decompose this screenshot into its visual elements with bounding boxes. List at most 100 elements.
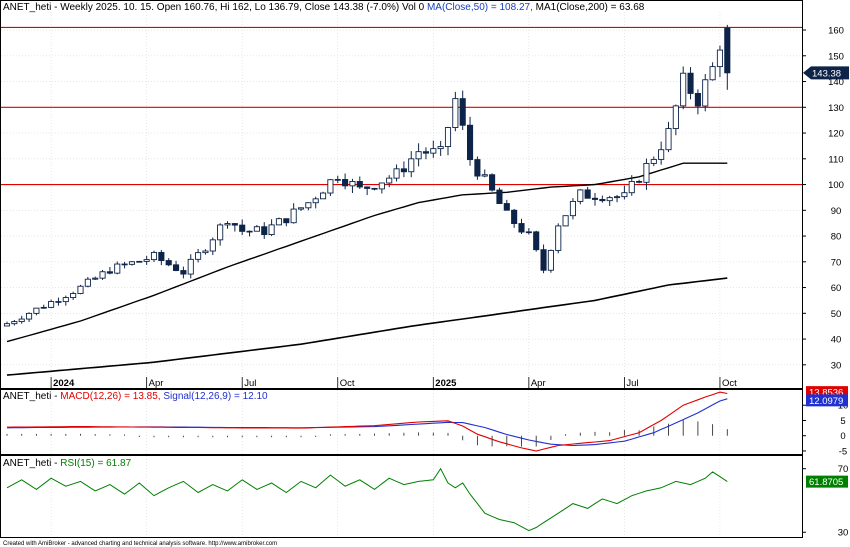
candle	[128, 260, 136, 266]
candle	[114, 261, 121, 275]
candle-body	[84, 278, 91, 287]
candle	[555, 223, 562, 254]
candle	[253, 225, 260, 232]
candle	[3, 321, 11, 327]
candle-body	[48, 301, 55, 308]
candle-body	[694, 92, 701, 107]
candle-body	[540, 249, 547, 271]
candle	[533, 230, 540, 252]
candle-body	[18, 318, 25, 323]
candle-body	[569, 200, 576, 217]
candle-body	[114, 263, 121, 274]
candle-body	[202, 250, 209, 254]
candle-body	[128, 261, 136, 265]
time-label: Oct	[340, 378, 355, 389]
candle-body	[172, 264, 180, 271]
candle-body	[165, 260, 172, 266]
candle-body	[415, 151, 422, 160]
candle-body	[687, 72, 694, 94]
rsi-indicator	[6, 467, 728, 532]
candle	[636, 179, 643, 184]
candle	[356, 176, 363, 190]
candle	[525, 228, 532, 235]
candle	[378, 182, 385, 194]
candle-body	[143, 259, 150, 262]
candle-body	[650, 158, 657, 164]
candle	[628, 175, 635, 196]
signal-tag-label: 12.0979	[809, 396, 843, 407]
candle	[408, 151, 415, 178]
candle	[84, 277, 91, 288]
candle	[672, 104, 679, 136]
candle-body	[459, 98, 466, 126]
candle	[364, 186, 371, 196]
candle	[136, 260, 143, 263]
candle	[643, 158, 650, 190]
candle	[180, 266, 187, 279]
price-tick-label: 140	[828, 77, 844, 88]
candle	[599, 195, 606, 203]
candle-body	[121, 263, 128, 266]
candle-body	[187, 258, 194, 275]
candle	[562, 215, 569, 227]
candle-body	[393, 168, 400, 179]
candle-body	[283, 218, 290, 224]
candle	[165, 258, 172, 267]
candle	[172, 260, 180, 272]
candle-body	[430, 148, 437, 154]
candle-body	[518, 223, 525, 233]
time-label: Apr	[531, 378, 546, 389]
candle-body	[209, 239, 216, 252]
price-tick-label: 80	[831, 232, 842, 243]
time-label: Apr	[149, 378, 164, 389]
candle-body	[268, 224, 275, 236]
candle	[371, 187, 378, 191]
price-tick-label: 110	[828, 154, 843, 165]
candle-body	[327, 179, 334, 194]
macd-line	[6, 391, 728, 452]
candle-body	[62, 297, 69, 303]
candle	[18, 315, 25, 324]
candle	[320, 191, 327, 200]
ma200-line	[6, 277, 728, 376]
candle	[349, 178, 356, 194]
candle-body	[334, 179, 341, 181]
candle-body	[364, 186, 371, 189]
ma50-line	[6, 162, 728, 343]
candle	[709, 62, 716, 81]
time-label: 2025	[435, 378, 457, 389]
candle-body	[599, 199, 606, 202]
candle-body	[503, 203, 510, 211]
candle	[231, 222, 238, 232]
candle	[614, 194, 621, 203]
candle	[121, 261, 128, 269]
macd-panel-frame	[0, 389, 803, 455]
candle	[268, 219, 275, 236]
candle-body	[55, 301, 62, 303]
candle-body	[474, 159, 481, 177]
candle-body	[636, 180, 643, 183]
candle	[584, 186, 591, 199]
candle	[99, 269, 106, 280]
candle	[150, 250, 158, 263]
candle-body	[253, 226, 260, 232]
candle	[26, 312, 33, 322]
candle-body	[11, 321, 18, 325]
candle-body	[444, 127, 452, 148]
candle-body	[320, 192, 327, 200]
price-tag: 143.38	[803, 66, 849, 80]
candle	[518, 218, 525, 234]
candle	[283, 218, 290, 227]
candle-body	[70, 293, 77, 299]
candle-body	[584, 189, 591, 199]
candle	[680, 66, 687, 110]
candle	[511, 208, 518, 228]
candle-body	[547, 249, 554, 271]
candle-body	[40, 306, 47, 309]
candle	[70, 291, 77, 300]
time-label: Jul	[244, 378, 256, 389]
candle-body	[533, 231, 540, 251]
candle-body	[452, 98, 459, 128]
candle-body	[378, 182, 385, 190]
candle-body	[297, 207, 305, 210]
